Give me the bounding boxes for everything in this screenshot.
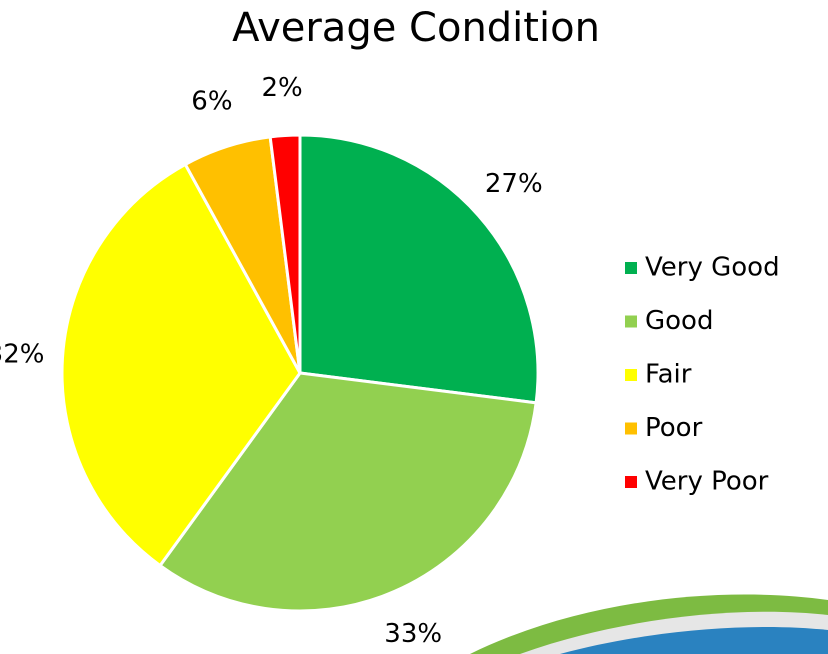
legend-swatch [625,316,637,328]
legend: Very Good Good Fair Poor Very Poor [625,253,780,497]
chart: Average Condition 27% 33% 32% 6% 2% Very Goo… [0,0,828,654]
data-label: 2% [261,73,302,103]
page: Average Condition 27% 33% 32% 6% 2% Very Goo… [0,0,828,654]
legend-label: Fair [645,360,692,390]
data-label: 6% [191,86,232,116]
legend-label: Good [645,306,713,336]
legend-swatch [625,369,637,381]
data-label: 33% [384,619,442,649]
legend-label: Poor [645,413,703,443]
chart-title: Average Condition [232,5,600,51]
data-label: 32% [0,340,44,370]
legend-swatch [625,476,637,488]
decoration [470,595,828,654]
pie: 27% 33% 32% 6% 2% [0,73,543,649]
legend-label: Very Poor [645,467,769,497]
legend-swatch [625,262,637,274]
data-label: 27% [485,169,543,199]
legend-label: Very Good [645,253,780,283]
legend-swatch [625,423,637,435]
